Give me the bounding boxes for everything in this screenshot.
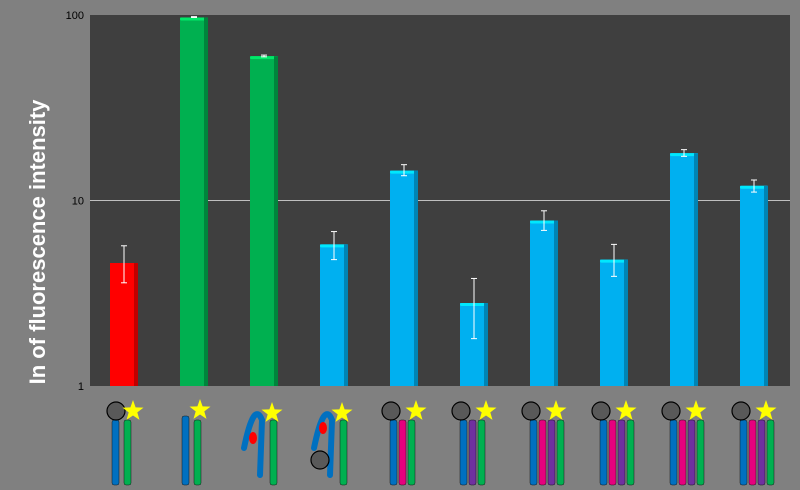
quencher-circle bbox=[661, 401, 681, 421]
strand-icon-four-strand-pink-purple bbox=[731, 400, 777, 486]
strand bbox=[556, 419, 565, 486]
y-axis-title: In of fluorescence intensity bbox=[25, 99, 50, 385]
strand bbox=[547, 419, 556, 486]
strand-icon-fluorophore-strand-duplex bbox=[181, 399, 211, 486]
strand bbox=[669, 419, 678, 486]
fluorophore-star bbox=[685, 400, 707, 420]
bar-edge bbox=[554, 220, 558, 386]
hairpin-strand bbox=[311, 411, 336, 478]
strand-icon-purple-strand-pair bbox=[451, 400, 497, 486]
bar bbox=[740, 185, 768, 386]
strand bbox=[687, 419, 696, 486]
fluorophore-star bbox=[545, 400, 567, 420]
bar bbox=[250, 56, 278, 386]
quencher-circle bbox=[591, 401, 611, 421]
y-tick-label: 100 bbox=[66, 10, 84, 22]
strand bbox=[181, 415, 190, 486]
strand bbox=[407, 419, 416, 486]
strand bbox=[398, 419, 407, 486]
y-tick-label: 1 bbox=[78, 381, 84, 393]
strand bbox=[748, 419, 757, 486]
strand bbox=[678, 419, 687, 486]
bar-edge bbox=[274, 56, 278, 386]
y-tick-label: 10 bbox=[72, 196, 84, 208]
hairpin-strand bbox=[241, 411, 266, 478]
strand bbox=[269, 419, 278, 486]
bar-edge bbox=[204, 17, 208, 386]
bar bbox=[670, 153, 698, 386]
bar bbox=[320, 244, 348, 386]
strand bbox=[389, 419, 398, 486]
bar-edge bbox=[764, 185, 768, 386]
strand bbox=[626, 419, 635, 486]
bar-edge bbox=[414, 170, 418, 386]
bar bbox=[600, 259, 628, 386]
strand bbox=[193, 419, 202, 486]
red-quencher bbox=[319, 422, 327, 434]
strand-icon-triple-pink-strand bbox=[381, 400, 427, 486]
strand-icon-four-strand-pink-purple bbox=[591, 400, 637, 486]
strand bbox=[468, 419, 477, 486]
bar-edge bbox=[344, 244, 348, 386]
strand bbox=[529, 419, 538, 486]
strand-icon-hairpin-red-quencher-dark-circle bbox=[310, 402, 353, 486]
fluorophore-star bbox=[755, 400, 777, 420]
fluorophore-star bbox=[475, 400, 497, 420]
strand bbox=[459, 419, 468, 486]
bar-edge bbox=[134, 263, 138, 386]
quencher-circle bbox=[310, 450, 330, 470]
bar-edge bbox=[694, 153, 698, 386]
strand bbox=[617, 419, 626, 486]
strand bbox=[608, 419, 617, 486]
strand-icon-four-strand-pink-purple bbox=[661, 400, 707, 486]
strand-icon-quencher-strand-duplex bbox=[106, 400, 144, 486]
red-quencher bbox=[249, 432, 257, 444]
strand bbox=[739, 419, 748, 486]
quencher-circle bbox=[106, 401, 126, 421]
quencher-circle bbox=[381, 401, 401, 421]
fluorophore-star bbox=[261, 402, 283, 422]
strand bbox=[339, 419, 348, 486]
bar-highlight bbox=[250, 56, 278, 60]
fluorophore-star bbox=[615, 400, 637, 420]
fluorophore-star bbox=[189, 399, 211, 419]
strand bbox=[757, 419, 766, 486]
bar-highlight bbox=[180, 17, 208, 21]
strand bbox=[599, 419, 608, 486]
bar bbox=[530, 220, 558, 386]
bar bbox=[180, 17, 208, 386]
bar-edge bbox=[484, 303, 488, 386]
bar bbox=[390, 170, 418, 386]
fluorophore-star bbox=[405, 400, 427, 420]
bar-edge bbox=[624, 259, 628, 386]
quencher-circle bbox=[521, 401, 541, 421]
bar bbox=[110, 263, 138, 386]
strand bbox=[477, 419, 486, 486]
strand bbox=[696, 419, 705, 486]
strand bbox=[766, 419, 775, 486]
strand bbox=[123, 419, 132, 486]
quencher-circle bbox=[731, 401, 751, 421]
fluorophore-star bbox=[122, 400, 144, 420]
strand-icon-hairpin-red-quencher bbox=[241, 402, 283, 486]
strand-icon-four-strand-pink-purple bbox=[521, 400, 567, 486]
strand bbox=[538, 419, 547, 486]
strand bbox=[111, 419, 120, 486]
fluorophore-star bbox=[331, 402, 353, 422]
quencher-circle bbox=[451, 401, 471, 421]
